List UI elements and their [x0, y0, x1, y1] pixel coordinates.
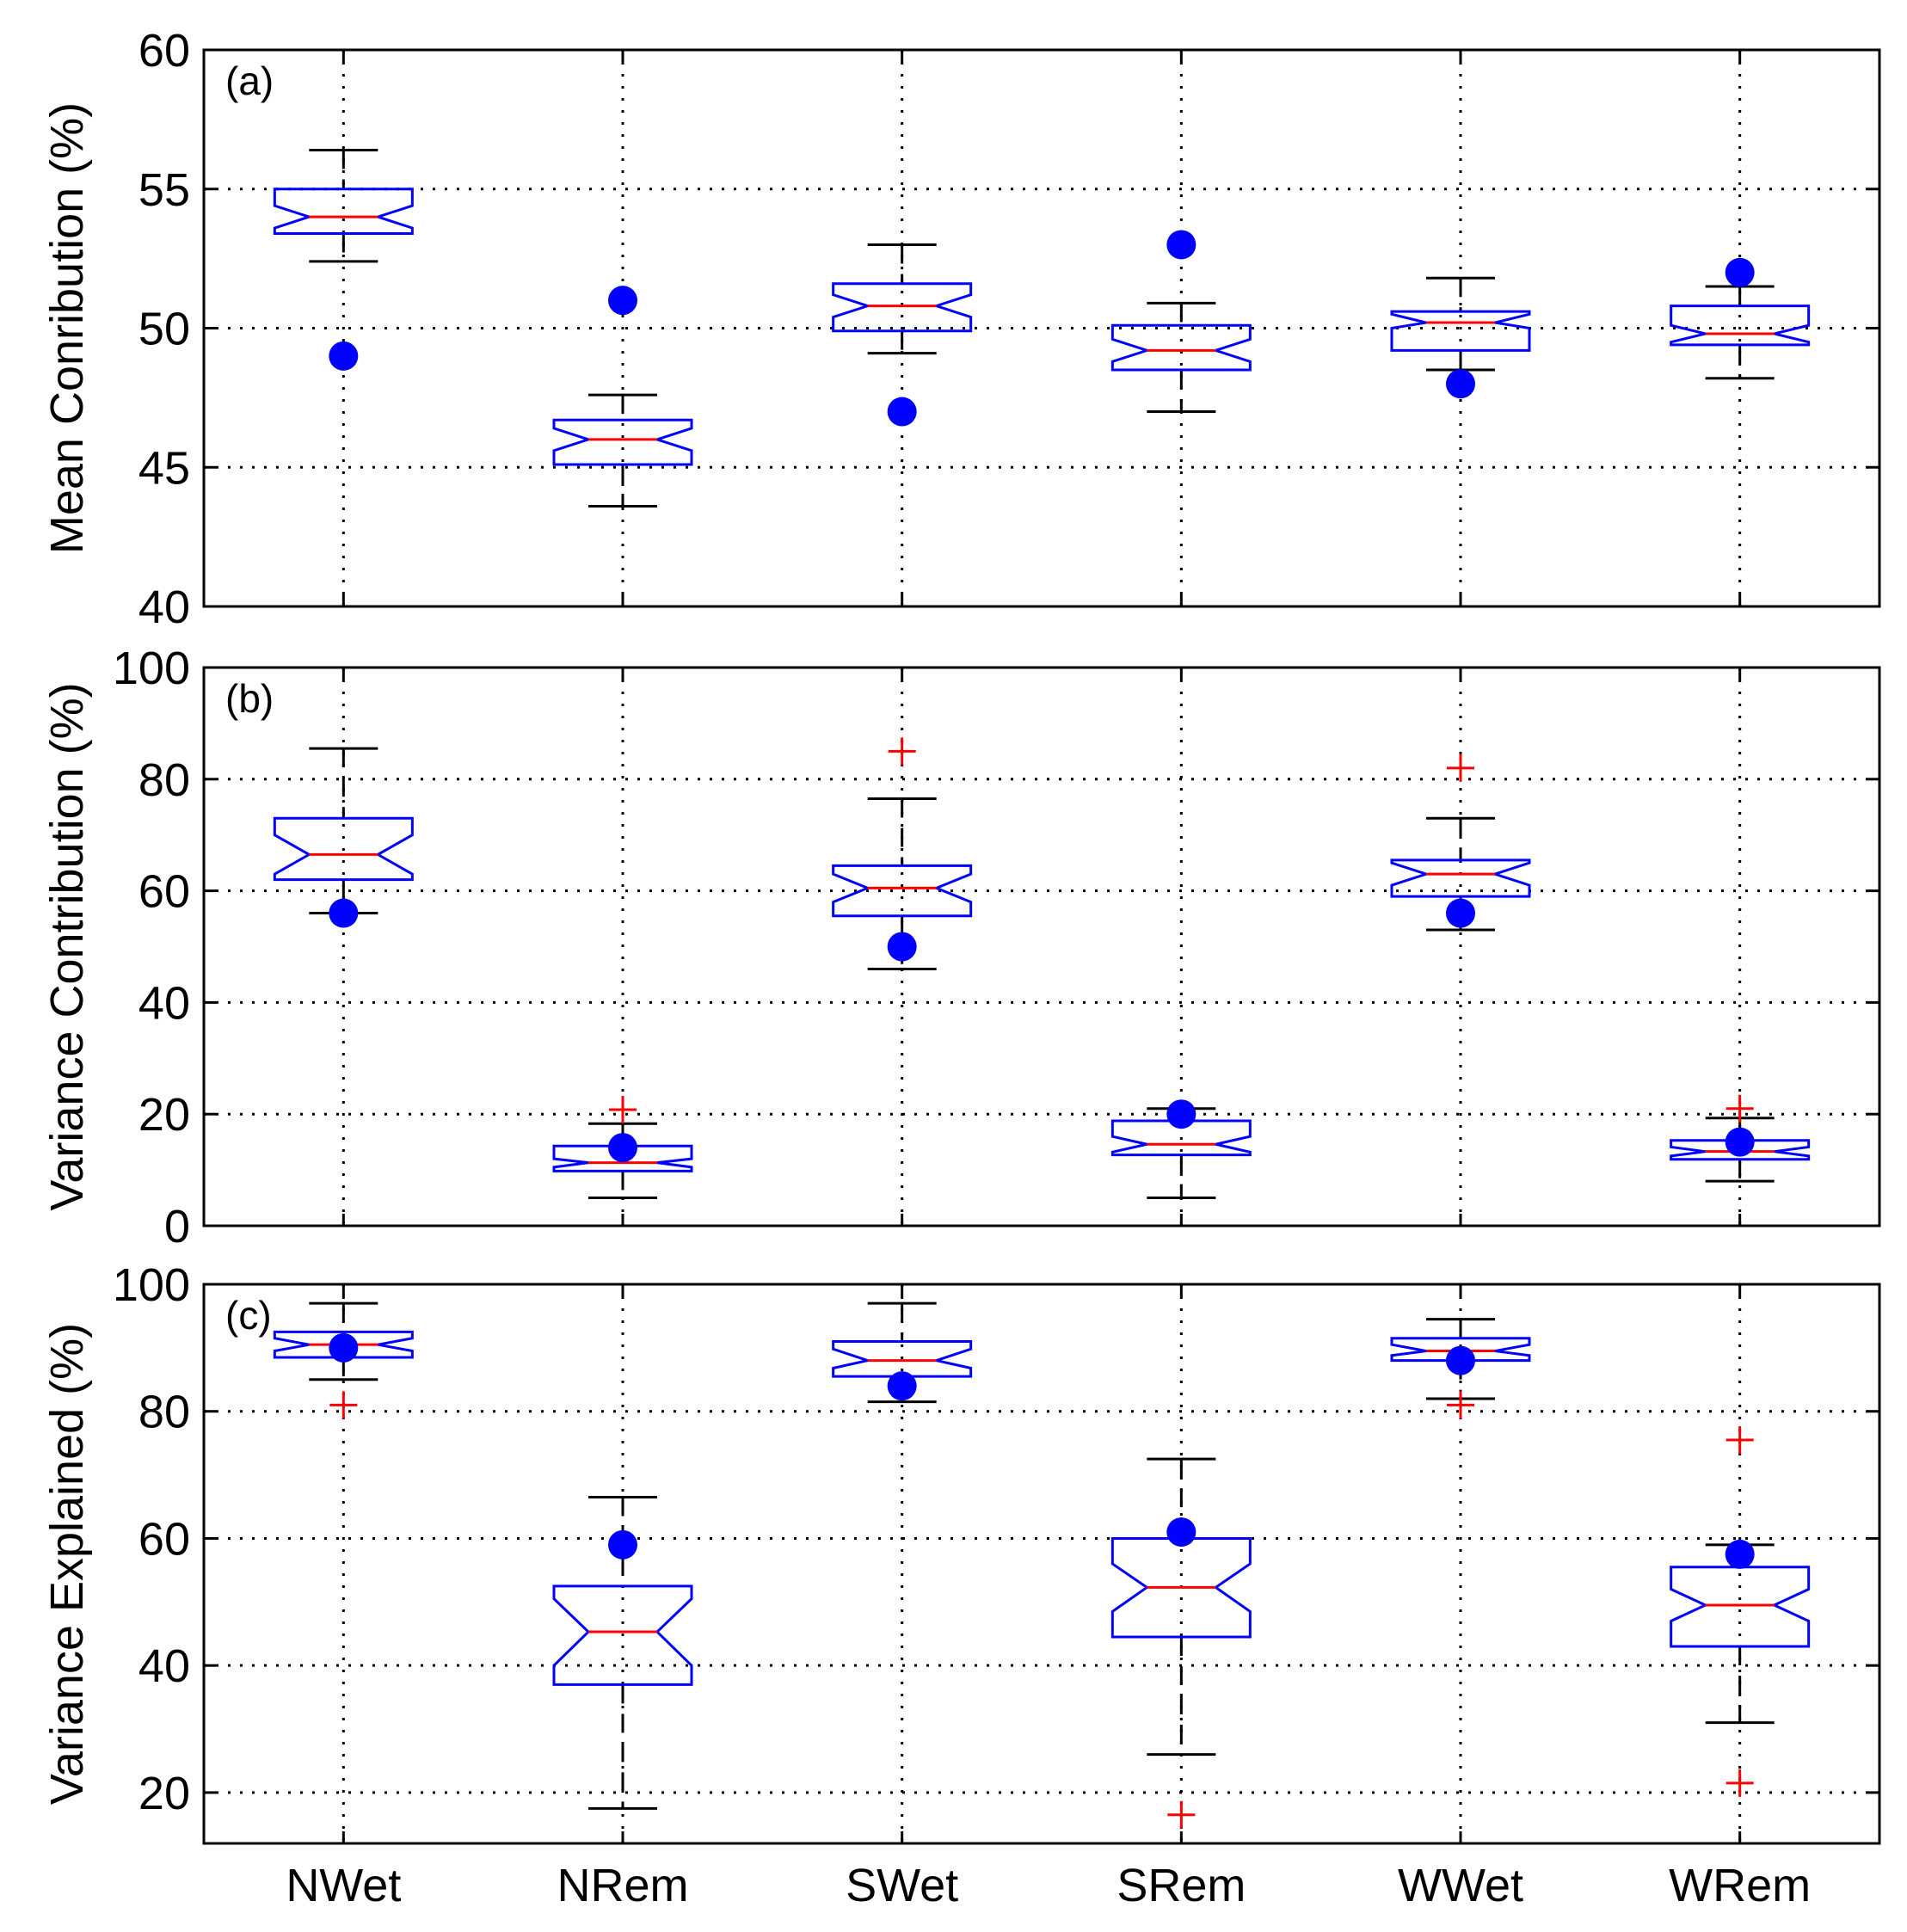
box-SRem: [1110, 230, 1252, 414]
x-tick-label: NRem: [557, 1860, 688, 1911]
notched-box: [1110, 1536, 1252, 1639]
box-WWet: [1390, 1318, 1531, 1419]
y-tick-label: 100: [113, 1259, 190, 1311]
observed-value-dot: [1446, 1345, 1475, 1375]
panel-label: (b): [225, 676, 274, 721]
box-NRem: [552, 286, 693, 508]
y-tick-label: 0: [164, 1201, 190, 1252]
notched-box: [1670, 1139, 1811, 1161]
outlier-marker: [1726, 1094, 1754, 1123]
outlier-marker: [1447, 754, 1474, 782]
notched-box: [273, 1330, 414, 1359]
box-NWet: [273, 148, 414, 371]
axes-frame: [202, 48, 1881, 608]
observed-value-dot: [1166, 1099, 1196, 1129]
observed-value-dot: [887, 397, 917, 427]
box-WRem: [1670, 1425, 1811, 1797]
notched-box: [1110, 323, 1252, 372]
notched-box: [552, 1144, 693, 1172]
observed-value-dot: [887, 932, 917, 962]
outlier-marker: [888, 737, 916, 766]
y-axis-title: Variance Explained (%): [41, 1323, 93, 1805]
notched-box: [552, 1584, 693, 1686]
box-WRem: [1670, 1094, 1811, 1183]
box-NWet: [273, 1301, 414, 1419]
x-tick-label: SRem: [1117, 1860, 1246, 1911]
y-tick-label: 80: [138, 1387, 190, 1438]
x-tick-label: NWet: [286, 1860, 401, 1911]
box-SWet: [832, 1301, 973, 1404]
notched-box: [1390, 1337, 1531, 1363]
y-tick-label: 60: [138, 1513, 190, 1565]
observed-value-dot: [329, 341, 359, 371]
observed-value-dot: [1446, 369, 1475, 399]
observed-value-dot: [1725, 1127, 1755, 1157]
axes-frame: [202, 666, 1881, 1227]
y-axis-title: Variance Contribution (%): [41, 682, 93, 1210]
box-SWet: [832, 737, 973, 970]
x-tick-label: WRem: [1669, 1860, 1811, 1911]
outlier-marker: [609, 1096, 637, 1124]
box-SRem: [1110, 1099, 1252, 1200]
y-axis-title: Mean Conribution (%): [41, 102, 93, 554]
outlier-marker: [1447, 1391, 1474, 1419]
y-tick-label: 40: [138, 581, 190, 633]
y-tick-label: 40: [138, 1640, 190, 1692]
notched-box: [552, 418, 693, 466]
y-tick-label: 100: [113, 643, 190, 694]
observed-value-dot: [887, 1371, 917, 1401]
observed-value-dot: [1725, 1539, 1755, 1569]
box-NRem: [552, 1495, 693, 1810]
notched-box: [832, 1339, 973, 1378]
panel-label: (c): [225, 1293, 272, 1338]
notched-box: [1390, 310, 1531, 352]
axes-frame: [202, 1283, 1881, 1845]
outlier-marker: [1726, 1425, 1754, 1454]
observed-value-dot: [1725, 257, 1755, 287]
box-WWet: [1390, 754, 1531, 932]
outlier-marker: [329, 1391, 358, 1419]
y-tick-label: 55: [138, 164, 190, 216]
panel-c: 20 40 60 80 100 (c) Variance Explained (%) NWet…: [41, 1259, 1881, 1911]
box-WRem: [1670, 257, 1811, 380]
notched-box: [1390, 858, 1531, 898]
observed-value-dot: [1166, 230, 1196, 260]
box-SRem: [1110, 1457, 1252, 1829]
outlier-marker: [1167, 1800, 1196, 1829]
observed-value-dot: [608, 286, 637, 316]
notched-box: [273, 816, 414, 882]
box-SWet: [832, 243, 973, 427]
y-tick-label: 40: [138, 977, 190, 1029]
observed-value-dot: [1166, 1517, 1196, 1547]
notched-box: [1670, 1566, 1811, 1648]
observed-value-dot: [1446, 898, 1475, 928]
notched-box: [1110, 1119, 1252, 1157]
y-tick-label: 45: [138, 442, 190, 494]
panel-label: (a): [225, 58, 274, 103]
y-tick-label: 20: [138, 1768, 190, 1819]
panel-a: 40 45 50 55 60 (a) Mean Conribution (%): [41, 25, 1881, 633]
y-tick-label: 60: [138, 866, 190, 918]
observed-value-dot: [608, 1529, 637, 1560]
notched-box: [832, 864, 973, 918]
notched-box: [273, 188, 414, 236]
panel-b: 0 20 40 60 80 100 (b) Variance Contribution (%): [41, 643, 1881, 1252]
outlier-marker: [1726, 1769, 1754, 1797]
y-tick-label: 60: [138, 25, 190, 77]
observed-value-dot: [329, 1332, 359, 1363]
x-tick-label: WWet: [1398, 1860, 1523, 1911]
notched-box: [1670, 305, 1811, 347]
y-tick-label: 20: [138, 1089, 190, 1141]
y-tick-label: 50: [138, 304, 190, 355]
box-WWet: [1390, 276, 1531, 399]
notched-box: [832, 282, 973, 333]
x-tick-label: SWet: [846, 1860, 958, 1911]
y-tick-label: 80: [138, 754, 190, 806]
observed-value-dot: [608, 1133, 637, 1163]
box-NRem: [552, 1096, 693, 1200]
box-NWet: [273, 747, 414, 928]
observed-value-dot: [329, 898, 359, 928]
